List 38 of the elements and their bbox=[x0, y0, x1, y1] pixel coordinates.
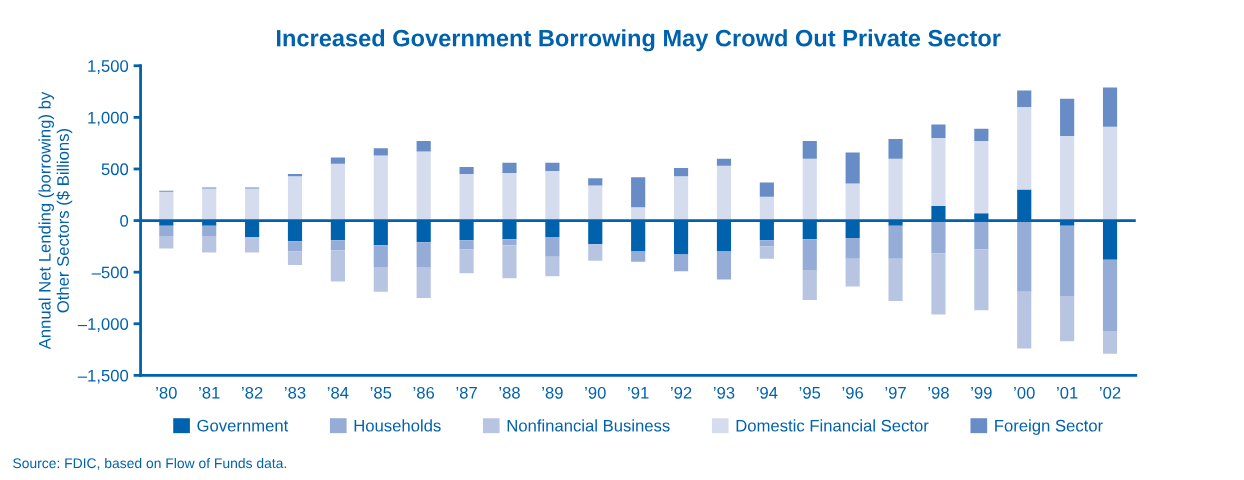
chart-title: Increased Government Borrowing May Crowd Out Private Sector bbox=[276, 29, 1001, 52]
x-tick-label: ’93 bbox=[713, 386, 735, 399]
x-tick-label: ’02 bbox=[1099, 386, 1121, 399]
x-tick-label: ’99 bbox=[971, 386, 992, 399]
x-tick-label: ’89 bbox=[542, 386, 563, 399]
legend-label: Government bbox=[197, 419, 289, 432]
x-tick-label: ’85 bbox=[370, 386, 392, 399]
x-tick-label: ’86 bbox=[413, 386, 435, 399]
legend-label: Domestic Financial Sector bbox=[736, 419, 929, 432]
x-tick-label: ’80 bbox=[156, 386, 177, 399]
x-tick-label: ’96 bbox=[842, 386, 864, 399]
x-tick-label: ’00 bbox=[1014, 386, 1035, 399]
x-tick-label: ’87 bbox=[456, 386, 477, 399]
legend-label: Nonfinancial Business bbox=[507, 419, 670, 432]
x-tick-label: ’84 bbox=[327, 386, 349, 399]
x-tick-label: ’91 bbox=[628, 386, 649, 399]
y-tick-label: 500 bbox=[101, 163, 129, 176]
x-tick-label: ’94 bbox=[756, 386, 778, 399]
y-tick-label: 1,000 bbox=[88, 111, 129, 126]
y-tick-label: –500 bbox=[91, 266, 129, 279]
x-tick-label: ’01 bbox=[1057, 386, 1078, 399]
y-axis-title: Annual Net Lending (borrowing) by Other Sectors ($ Billions) bbox=[38, 91, 73, 350]
x-tick-label: ’92 bbox=[670, 386, 692, 399]
y-tick-label: 1,500 bbox=[88, 60, 129, 74]
x-tick-label: ’88 bbox=[499, 386, 520, 399]
x-tick-label: ’98 bbox=[928, 386, 949, 399]
y-tick-label: 0 bbox=[120, 214, 129, 227]
x-tick-label: ’97 bbox=[885, 386, 906, 399]
x-tick-label: ’90 bbox=[585, 386, 606, 399]
source-note: Source: FDIC, based on Flow of Funds data. bbox=[13, 457, 286, 470]
legend-label: Foreign Sector bbox=[995, 419, 1103, 435]
y-tick-label: –1,500 bbox=[77, 369, 129, 384]
x-tick-label: ’82 bbox=[242, 386, 263, 399]
legend-label: Households bbox=[354, 419, 441, 432]
x-tick-label: ’95 bbox=[799, 386, 821, 399]
x-tick-label: ’81 bbox=[199, 386, 220, 399]
y-tick-label: –1,000 bbox=[77, 318, 129, 332]
x-tick-label: ’83 bbox=[284, 386, 306, 399]
